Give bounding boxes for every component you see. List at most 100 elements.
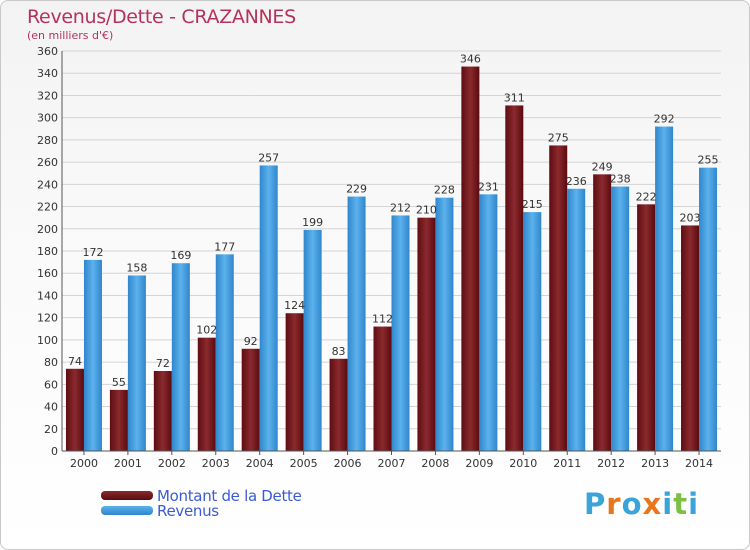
x-tick-label: 2002 (158, 457, 186, 470)
y-tick-label: 340 (37, 67, 58, 80)
bar-revenus (83, 259, 102, 451)
data-label: 203 (680, 211, 701, 224)
bar-debt (549, 145, 568, 451)
bar-revenus (699, 167, 718, 451)
data-label: 112 (372, 313, 393, 326)
data-label: 210 (416, 204, 437, 217)
bar-revenus (435, 197, 454, 451)
logo-letter: t (673, 487, 689, 521)
bar-revenus (611, 186, 630, 452)
legend-swatch-revenus (101, 506, 153, 515)
logo-letter: i (688, 487, 700, 521)
bar-debt (373, 326, 392, 451)
x-tick-label: 2011 (553, 457, 581, 470)
data-label: 72 (156, 357, 170, 370)
y-tick-label: 280 (37, 134, 58, 147)
y-tick-label: 100 (37, 334, 58, 347)
bar-revenus (391, 215, 410, 451)
data-label: 229 (346, 183, 367, 196)
x-tick-label: 2009 (465, 457, 493, 470)
chart-title: Revenus/Dette - CRAZANNES (27, 6, 296, 28)
bar-revenus (655, 126, 674, 452)
data-label: 257 (258, 151, 279, 164)
logo-letter: o (621, 487, 643, 521)
data-label: 228 (434, 184, 455, 197)
y-tick-label: 180 (37, 245, 58, 258)
bar-debt (109, 389, 128, 451)
data-label: 102 (196, 324, 217, 337)
x-tick-label: 2013 (641, 457, 669, 470)
bar-debt (285, 313, 304, 451)
legend-label-revenus: Revenus (157, 502, 219, 520)
y-tick-label: 320 (37, 89, 58, 102)
data-label: 212 (390, 201, 411, 214)
chart-subtitle: (en milliers d'€) (27, 29, 114, 42)
bar-revenus (303, 229, 322, 451)
x-tick-label: 2010 (509, 457, 537, 470)
bar-debt (461, 66, 480, 452)
data-label: 158 (126, 261, 147, 274)
y-tick-label: 360 (37, 45, 58, 58)
y-tick-label: 220 (37, 201, 58, 214)
y-tick-label: 300 (37, 112, 58, 125)
logo-letter: P (584, 487, 607, 521)
bars (65, 66, 718, 452)
bar-debt (153, 371, 172, 451)
x-tick-label: 2004 (246, 457, 274, 470)
bar-debt (505, 105, 524, 451)
data-label: 311 (504, 91, 525, 104)
y-tick-label: 80 (44, 356, 58, 369)
data-label: 275 (548, 131, 569, 144)
y-tick-label: 140 (37, 289, 58, 302)
x-tick-label: 2007 (378, 457, 406, 470)
data-label: 177 (214, 240, 235, 253)
legend-label-debt: Montant de la Dette (157, 487, 302, 505)
y-tick-label: 40 (44, 401, 58, 414)
bar-debt (417, 217, 436, 451)
x-tick-label: 2006 (334, 457, 362, 470)
data-label: 346 (460, 53, 481, 66)
x-tick-label: 2012 (597, 457, 625, 470)
y-tick-label: 20 (44, 423, 58, 436)
data-label: 74 (68, 355, 82, 368)
data-label: 231 (478, 180, 499, 193)
x-tick-label: 2001 (114, 457, 142, 470)
data-labels: 74 172 55 158 72 169 102 177 92 257 124 199 83 229 112… (68, 53, 719, 389)
y-tick-label: 120 (37, 312, 58, 325)
y-tick-label: 240 (37, 178, 58, 191)
data-label: 92 (244, 335, 258, 348)
bar-debt (637, 204, 656, 451)
x-tick-label: 2000 (70, 457, 98, 470)
y-tick-label: 0 (51, 445, 58, 458)
axes: 0 20 40 60 80 100 120 140 160 180 200 220 240 260 280 3… (37, 45, 721, 470)
bar-revenus (171, 263, 190, 451)
bar-debt (197, 337, 216, 451)
y-tick-label: 60 (44, 378, 58, 391)
x-tick-label: 2005 (290, 457, 318, 470)
bar-revenus (567, 188, 586, 451)
y-tick-label: 160 (37, 267, 58, 280)
data-label: 55 (112, 376, 126, 389)
bar-revenus (347, 196, 366, 451)
data-label: 292 (654, 113, 675, 126)
bar-revenus (479, 194, 498, 452)
x-tick-label: 2008 (421, 457, 449, 470)
data-label: 199 (302, 216, 323, 229)
y-tick-label: 200 (37, 223, 58, 236)
bar-debt (681, 225, 700, 451)
bar-debt (329, 358, 348, 451)
bar-revenus (259, 165, 278, 451)
bar-debt (593, 174, 612, 452)
bar-revenus (523, 212, 542, 451)
data-label: 169 (170, 249, 191, 262)
x-tick-label: 2014 (685, 457, 713, 470)
legend-swatch-debt (101, 491, 153, 500)
proxiti-logo: Proxiti (584, 487, 699, 521)
logo-letter: r (606, 487, 622, 521)
bar-debt (241, 348, 260, 451)
bar-revenus (127, 275, 146, 451)
data-label: 236 (566, 175, 587, 188)
data-label: 83 (332, 345, 346, 358)
